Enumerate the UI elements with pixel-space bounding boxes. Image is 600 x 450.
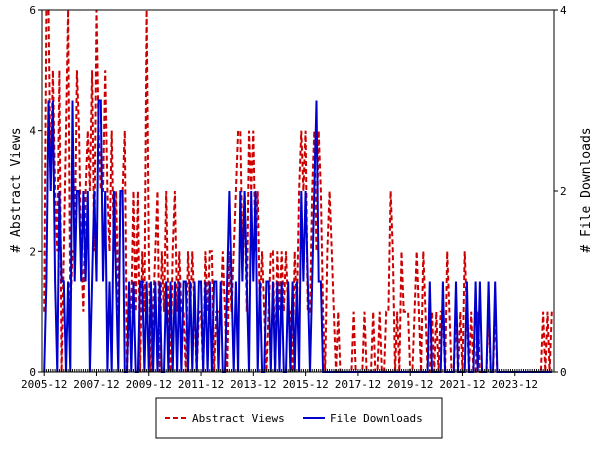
x-tick-label: 2005-12 [21, 378, 67, 391]
x-tick-label: 2021-12 [439, 378, 485, 391]
y-tick-label-left: 0 [29, 366, 36, 379]
legend-box [155, 397, 443, 439]
y-axis-title-right: # File Downloads [579, 127, 594, 252]
x-tick-label: 2011-12 [178, 378, 224, 391]
legend: Abstract Views File Downloads [155, 397, 443, 439]
legend-label-file-downloads: File Downloads [330, 412, 423, 425]
y-axis-title-left: # Abstract Views [9, 127, 24, 252]
x-tick-label: 2023-12 [492, 378, 538, 391]
y-tick-label-left: 6 [29, 4, 36, 17]
y-tick-label-right: 2 [560, 185, 567, 198]
y-tick-label-right: 0 [560, 366, 567, 379]
x-tick-label: 2017-12 [335, 378, 381, 391]
x-tick-label: 2019-12 [387, 378, 433, 391]
x-tick-label: 2009-12 [126, 378, 172, 391]
x-axis: 2005-12 2007-12 2009-12 2011-12 2013-12 2015-… [21, 369, 555, 391]
y-tick-label-left: 4 [29, 125, 36, 138]
series-line-file-downloads [43, 99, 552, 373]
x-tick-label: 2015-12 [282, 378, 328, 391]
y-axis-right: 0 2 4 [554, 4, 567, 379]
y-tick-label-right: 4 [560, 4, 567, 17]
plot-area [41, 9, 555, 373]
legend-label-abstract-views: Abstract Views [192, 412, 285, 425]
y-axis-left: 0 2 4 6 [29, 4, 42, 379]
y-tick-label-left: 2 [29, 245, 36, 258]
x-tick-label: 2007-12 [73, 378, 119, 391]
x-tick-label: 2013-12 [230, 378, 276, 391]
